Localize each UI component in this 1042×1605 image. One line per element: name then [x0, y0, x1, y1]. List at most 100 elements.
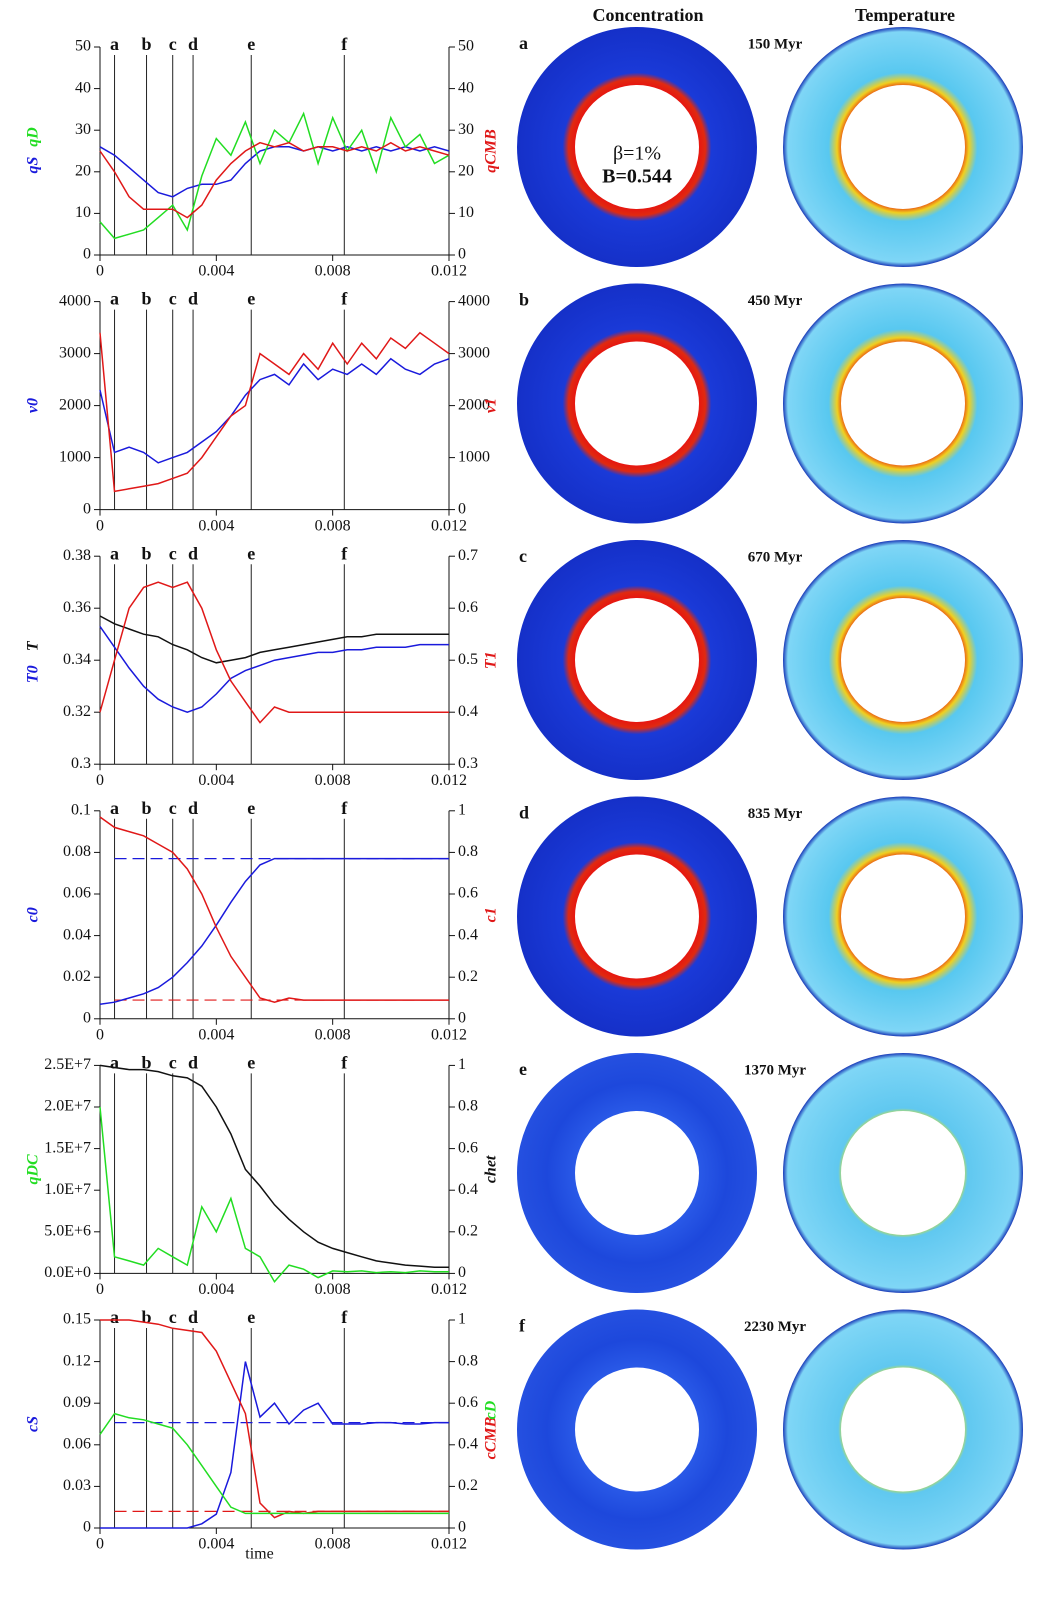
- x-tick-label: 0: [96, 263, 104, 280]
- event-label: c: [169, 543, 177, 563]
- panel-time: 450 Myr: [748, 293, 803, 309]
- temperature-field: [783, 1309, 1023, 1550]
- y-axis-label: qD: [25, 127, 42, 147]
- y2-tick-label: 0.2: [458, 1222, 478, 1239]
- temperature-field: [783, 1053, 1023, 1293]
- y-axis-label: v1: [483, 398, 500, 413]
- x-tick-label: 0.008: [315, 772, 351, 789]
- event-label: e: [247, 34, 255, 54]
- x-tick-label: 0.012: [431, 772, 467, 789]
- y-tick-label: 20: [75, 162, 91, 179]
- event-label: c: [169, 289, 177, 309]
- y-tick-label: 0.03: [63, 1477, 91, 1494]
- y-tick-label: 1000: [59, 448, 91, 465]
- y2-tick-label: 0: [458, 500, 466, 517]
- y2-tick-label: 50: [458, 38, 474, 55]
- event-label: f: [341, 1307, 348, 1327]
- series-line: [99, 857, 449, 1005]
- y-axis-label: v0: [25, 398, 42, 413]
- x-tick-label: 0: [96, 1281, 104, 1298]
- y2-tick-label: 0: [458, 1009, 466, 1026]
- event-label: b: [142, 543, 152, 563]
- event-label: e: [247, 543, 255, 563]
- concentration-field: [517, 1309, 757, 1550]
- y2-tick-label: 0.6: [458, 1139, 478, 1156]
- y-tick-label: 0.09: [63, 1394, 91, 1411]
- series-line: [100, 1319, 449, 1519]
- series-line: [99, 1106, 449, 1283]
- panel-time: 1370 Myr: [744, 1062, 806, 1078]
- y-tick-label: 1.0E+7: [44, 1181, 91, 1198]
- event-label: c: [169, 34, 177, 54]
- y-axis-label: cS: [25, 1416, 42, 1432]
- y2-tick-label: 1: [458, 1311, 466, 1328]
- y-tick-label: 10: [75, 204, 91, 221]
- y2-tick-label: 1: [458, 1056, 466, 1073]
- event-label: b: [142, 289, 152, 309]
- x-tick-label: 0.012: [431, 1536, 467, 1553]
- x-tick-label: 0.004: [198, 263, 234, 280]
- x-tick-label: 0.008: [315, 263, 351, 280]
- x-tick-label: 0.012: [431, 1281, 467, 1298]
- y2-tick-label: 0.7: [458, 547, 478, 564]
- x-tick-label: 0.008: [315, 1026, 351, 1043]
- event-label: d: [188, 1307, 198, 1327]
- event-label: e: [247, 1053, 255, 1073]
- y-tick-label: 0.15: [63, 1311, 91, 1328]
- series-line: [99, 111, 450, 240]
- series-line: [99, 331, 450, 493]
- y2-tick-label: 0: [458, 1264, 466, 1281]
- event-label: a: [110, 798, 119, 818]
- concentration-field: [517, 1053, 757, 1293]
- event-label: a: [110, 289, 119, 309]
- panel-time: 670 Myr: [748, 549, 803, 565]
- y-tick-label: 2000: [59, 396, 91, 413]
- y2-tick-label: 0.4: [458, 703, 478, 720]
- y2-tick-label: 1: [458, 801, 466, 818]
- event-label: d: [188, 543, 198, 563]
- y2-tick-label: 0.6: [458, 1394, 478, 1411]
- y-axis-label: c0: [25, 907, 42, 922]
- x-tick-label: 0: [96, 1536, 104, 1553]
- concentration-field: [517, 540, 757, 780]
- y-tick-label: 5.0E+6: [44, 1222, 91, 1239]
- y-tick-label: 0.32: [63, 703, 91, 720]
- panel-label: a: [519, 33, 528, 53]
- x-axis-label: time: [245, 1546, 273, 1563]
- series-line: [99, 146, 450, 198]
- event-label: f: [341, 798, 348, 818]
- y-tick-label: 0: [83, 1009, 91, 1026]
- y-tick-label: 50: [75, 38, 91, 55]
- panels: Concentration Temperature a 150 Myr b 450 Myr…: [517, 5, 1023, 1550]
- y2-tick-label: 30: [458, 121, 474, 138]
- y2-tick-label: 2000: [458, 396, 490, 413]
- temperature-field: [783, 27, 1023, 267]
- x-tick-label: 0: [96, 772, 104, 789]
- y2-tick-label: 0.2: [458, 1477, 478, 1494]
- x-tick-label: 0.004: [198, 517, 234, 534]
- y-axis-label: T0: [25, 665, 42, 683]
- concentration-field: [517, 283, 757, 524]
- y2-tick-label: 0.6: [458, 885, 478, 902]
- y-axis-label: chet: [483, 1155, 500, 1183]
- event-label: b: [142, 1053, 152, 1073]
- y2-tick-label: 0.8: [458, 843, 478, 860]
- concentration-field: [517, 27, 757, 267]
- y-tick-label: 2.5E+7: [44, 1056, 91, 1073]
- y-tick-label: 3000: [59, 344, 91, 361]
- event-label: d: [188, 34, 198, 54]
- event-label: f: [341, 34, 348, 54]
- y-tick-label: 4000: [59, 292, 91, 309]
- y-tick-label: 0.0E+0: [44, 1264, 91, 1281]
- event-label: f: [341, 1053, 348, 1073]
- x-tick-label: 0.008: [315, 517, 351, 534]
- panel-label: e: [519, 1059, 527, 1079]
- x-tick-label: 0.012: [431, 517, 467, 534]
- temperature-field: [783, 283, 1023, 524]
- y2-tick-label: 20: [458, 162, 474, 179]
- event-label: a: [110, 543, 119, 563]
- y2-tick-label: 0.4: [458, 1181, 478, 1198]
- event-label: c: [169, 798, 177, 818]
- event-label: b: [142, 798, 152, 818]
- y-tick-label: 0.38: [63, 547, 91, 564]
